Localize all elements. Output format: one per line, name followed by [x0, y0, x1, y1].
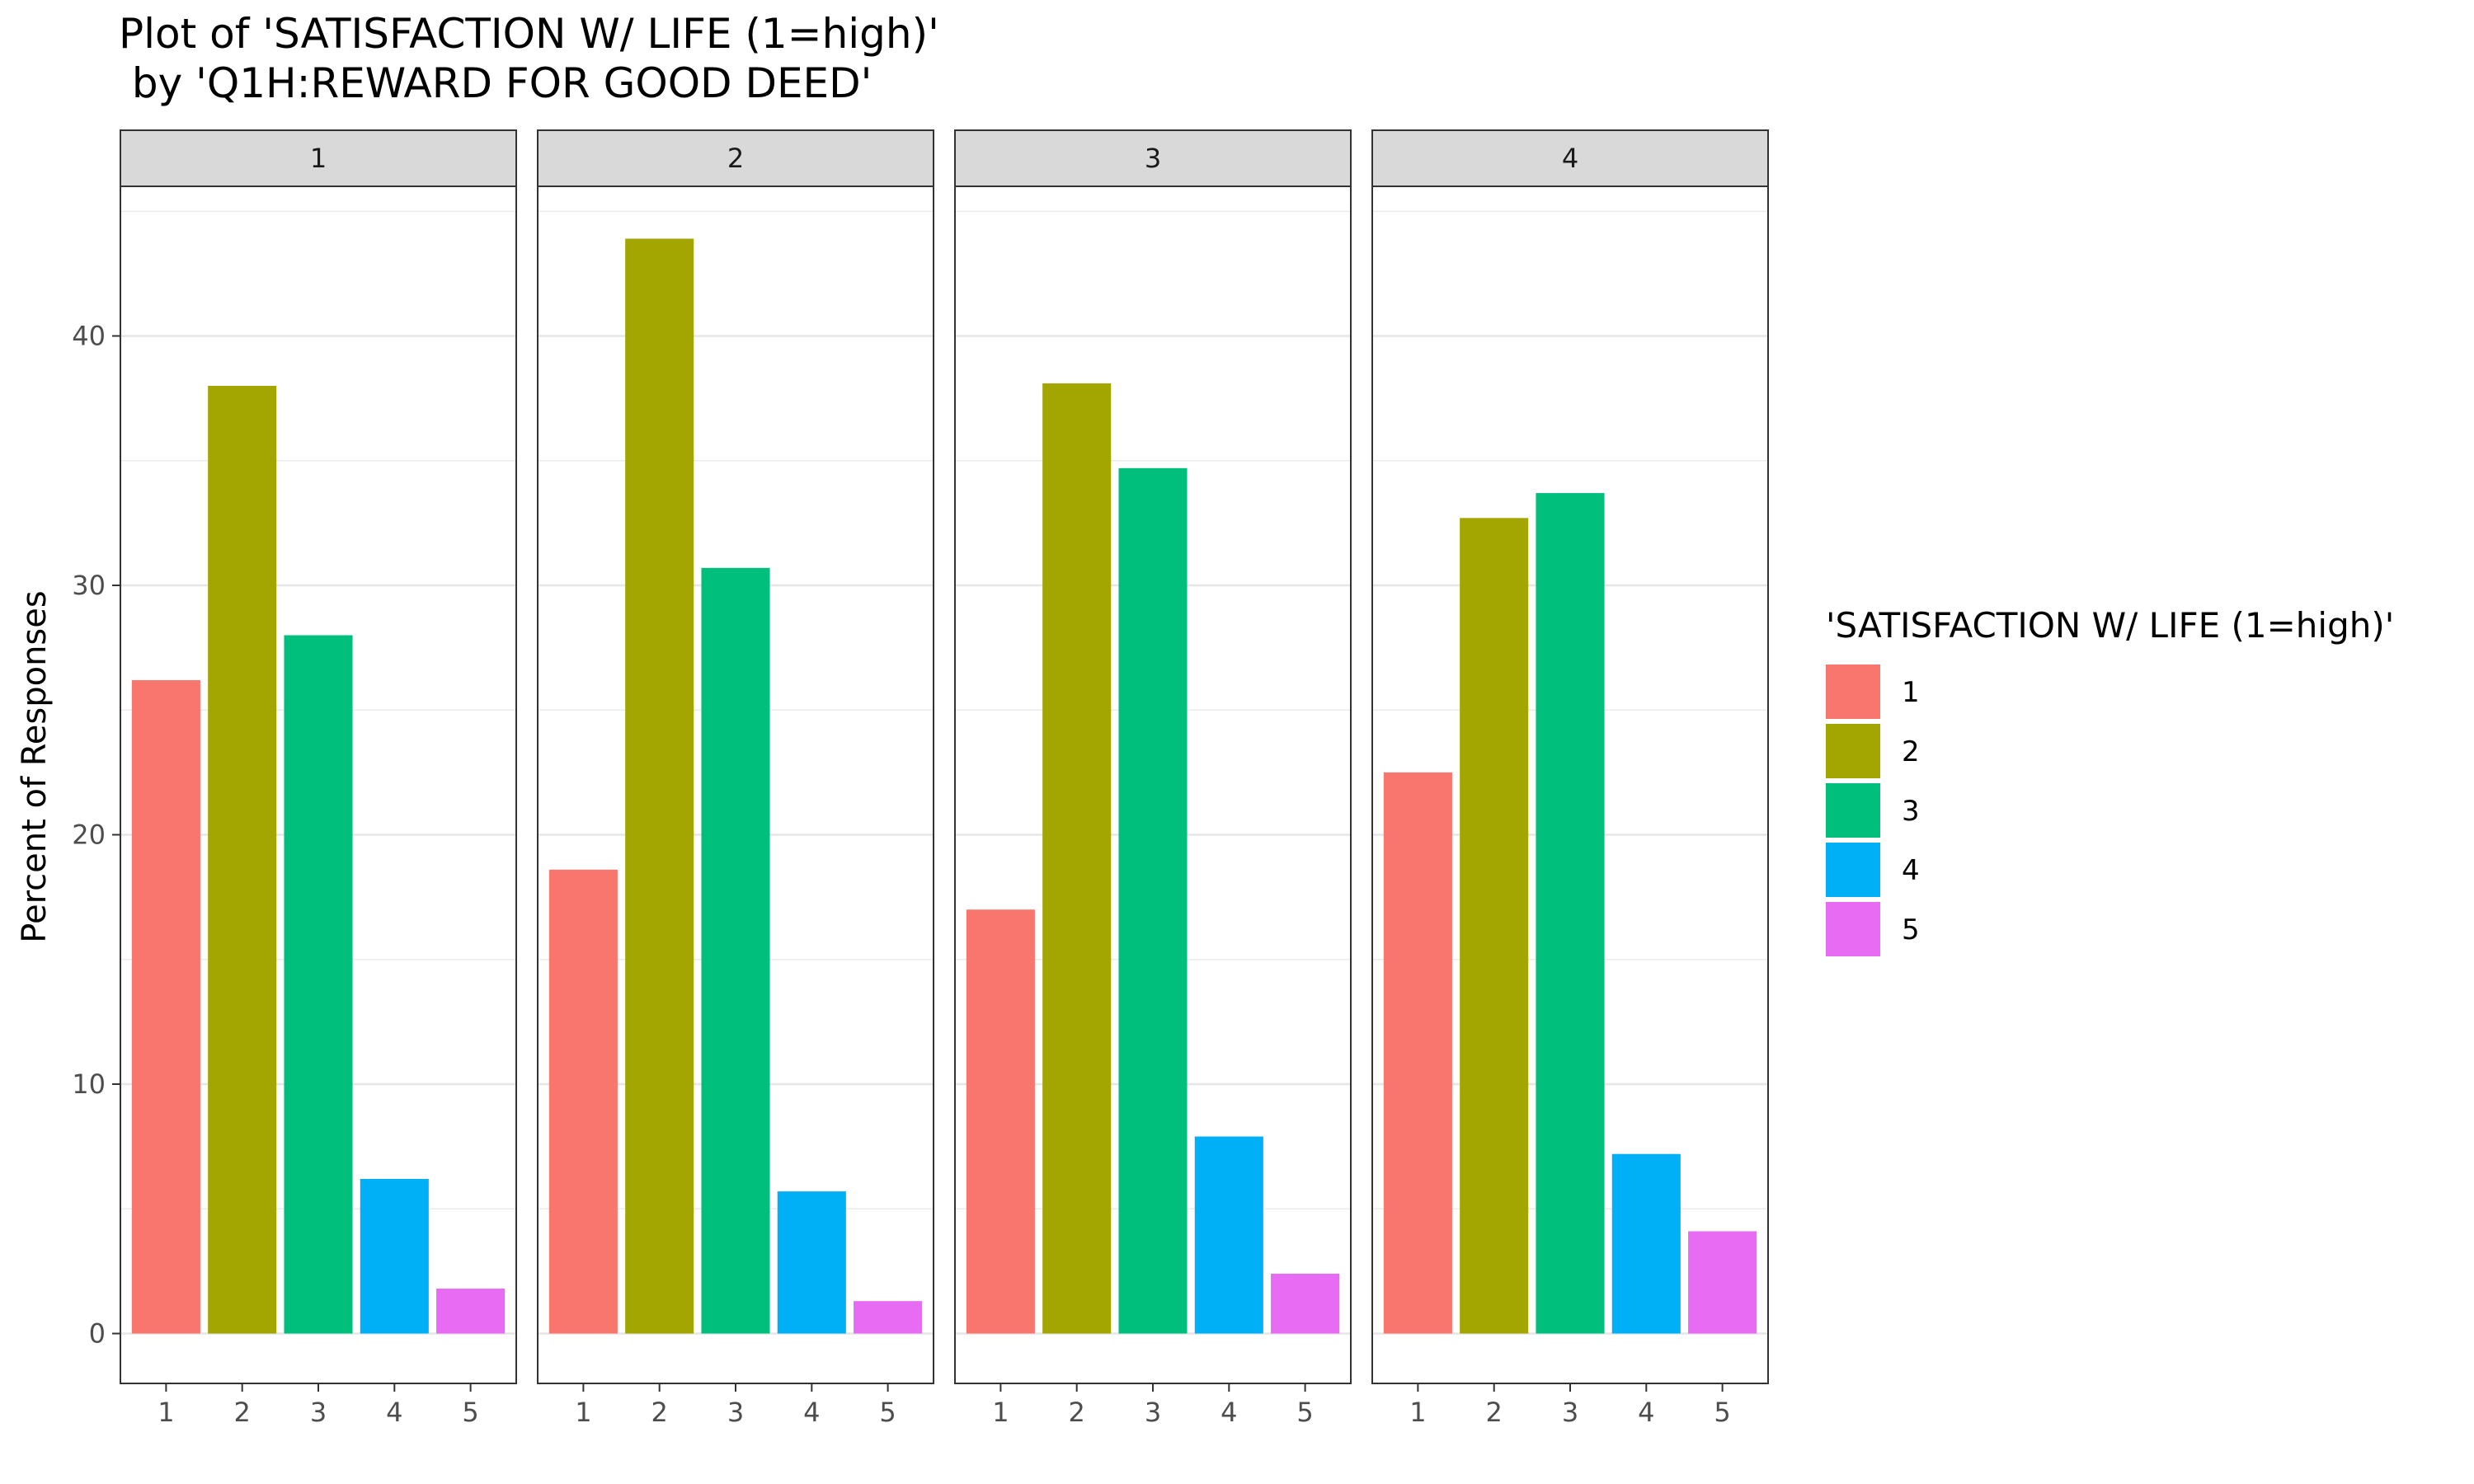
bar [966, 909, 1035, 1334]
facet-strip [537, 129, 934, 187]
x-tick-label: 1 [992, 1397, 1009, 1428]
facet-strip-label: 2 [727, 143, 744, 174]
x-tick-label: 5 [462, 1397, 478, 1428]
chart-subtitle: by 'Q1H:REWARD FOR GOOD DEED' [119, 59, 872, 107]
bar [1383, 772, 1452, 1334]
x-tick-label: 5 [1296, 1397, 1313, 1428]
x-tick-label: 4 [1221, 1397, 1237, 1428]
x-tick-label: 2 [234, 1397, 251, 1428]
facet-strip [1371, 129, 1769, 187]
bar [1042, 383, 1112, 1334]
legend-label: 5 [1902, 913, 1920, 946]
bar [360, 1178, 429, 1334]
legend-key [1826, 665, 1880, 719]
bar [1460, 518, 1529, 1334]
x-tick-label: 5 [879, 1397, 896, 1428]
facet-strip-label: 4 [1562, 143, 1578, 174]
x-tick-label: 3 [310, 1397, 327, 1428]
legend-title: 'SATISFACTION W/ LIFE (1=high)' [1826, 605, 2395, 646]
x-tick-label: 1 [575, 1397, 591, 1428]
bar [284, 635, 353, 1334]
bar [1611, 1153, 1681, 1334]
bar [131, 679, 200, 1334]
bar [777, 1191, 846, 1334]
bar [1536, 493, 1605, 1334]
legend-label: 2 [1902, 735, 1920, 768]
bar [701, 567, 770, 1334]
facet-strip-label: 1 [310, 143, 327, 174]
bar [1688, 1231, 1757, 1334]
x-tick-label: 1 [1409, 1397, 1426, 1428]
y-tick-label: 30 [72, 570, 106, 601]
x-tick-label: 2 [651, 1397, 668, 1428]
x-tick-label: 4 [803, 1397, 820, 1428]
bar [625, 238, 694, 1334]
facet-strip [954, 129, 1352, 187]
legend-key [1826, 902, 1880, 956]
facet-strip-label: 3 [1145, 143, 1161, 174]
x-tick-label: 1 [158, 1397, 174, 1428]
bar [208, 386, 277, 1334]
bar [1118, 467, 1188, 1334]
bar [548, 869, 618, 1334]
x-tick-label: 5 [1714, 1397, 1730, 1428]
legend-key [1826, 724, 1880, 778]
x-tick-label: 3 [1562, 1397, 1578, 1428]
bar [436, 1289, 506, 1334]
bar [1194, 1136, 1263, 1334]
legend-label: 4 [1902, 854, 1920, 887]
legend-key [1826, 783, 1880, 838]
legend-label: 3 [1902, 795, 1920, 828]
x-tick-label: 3 [1145, 1397, 1161, 1428]
legend-key [1826, 843, 1880, 897]
x-tick-label: 4 [1638, 1397, 1654, 1428]
y-tick-label: 0 [89, 1318, 106, 1350]
y-tick-label: 40 [72, 321, 106, 352]
y-tick-label: 10 [72, 1068, 106, 1100]
bar [1271, 1273, 1340, 1334]
x-tick-label: 2 [1069, 1397, 1085, 1428]
chart-title: Plot of 'SATISFACTION W/ LIFE (1=high)' [119, 10, 939, 58]
legend-label: 1 [1902, 676, 1920, 709]
x-tick-label: 2 [1486, 1397, 1503, 1428]
x-tick-label: 3 [727, 1397, 744, 1428]
y-tick-label: 20 [72, 819, 106, 851]
facet-strip [120, 129, 517, 187]
bar [854, 1301, 923, 1334]
x-tick-label: 4 [386, 1397, 402, 1428]
